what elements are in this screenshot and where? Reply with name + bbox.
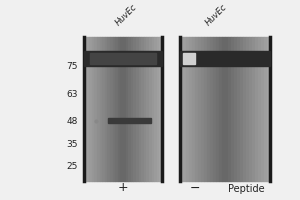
Bar xyxy=(240,37,243,181)
Bar xyxy=(264,37,267,181)
Bar xyxy=(243,37,246,181)
Bar xyxy=(139,37,141,181)
Bar xyxy=(183,53,195,64)
Text: HuvEc: HuvEc xyxy=(113,2,139,27)
Bar xyxy=(157,37,159,181)
Bar xyxy=(201,37,204,181)
Bar xyxy=(261,37,264,181)
Bar xyxy=(204,37,207,181)
Bar xyxy=(255,37,258,181)
Bar xyxy=(231,37,234,181)
Bar xyxy=(219,37,222,181)
Bar xyxy=(118,37,120,181)
Text: +: + xyxy=(118,181,128,194)
Bar xyxy=(123,37,126,181)
Bar xyxy=(249,37,252,181)
Bar xyxy=(210,37,213,181)
Bar xyxy=(159,37,162,181)
Bar xyxy=(146,37,149,181)
Bar xyxy=(192,37,195,181)
Bar xyxy=(94,37,97,181)
Text: −: − xyxy=(190,181,200,194)
Bar xyxy=(225,37,228,181)
Bar xyxy=(131,37,134,181)
Bar xyxy=(267,37,270,181)
Bar xyxy=(222,37,225,181)
Bar xyxy=(87,37,89,181)
Bar xyxy=(84,51,162,66)
Bar xyxy=(195,37,198,181)
Bar xyxy=(252,37,255,181)
Bar xyxy=(237,37,240,181)
Bar xyxy=(92,37,94,181)
Text: 75: 75 xyxy=(67,62,78,71)
Bar xyxy=(198,37,201,181)
Bar xyxy=(84,37,87,181)
Text: Peptide: Peptide xyxy=(228,184,265,194)
Bar xyxy=(180,37,183,181)
Bar xyxy=(100,37,102,181)
Text: 48: 48 xyxy=(67,117,78,126)
Bar xyxy=(90,53,156,64)
Bar xyxy=(154,37,157,181)
Bar xyxy=(189,37,192,181)
Bar xyxy=(141,37,144,181)
Text: 35: 35 xyxy=(67,140,78,149)
Bar xyxy=(180,51,270,66)
Bar xyxy=(183,37,186,181)
Bar xyxy=(246,37,249,181)
Text: HuvEc: HuvEc xyxy=(203,2,229,27)
Bar xyxy=(152,37,154,181)
Bar xyxy=(149,37,152,181)
Bar xyxy=(136,37,139,181)
Bar xyxy=(144,37,146,181)
Bar xyxy=(108,118,151,123)
Bar xyxy=(107,37,110,181)
Bar xyxy=(97,37,100,181)
Bar xyxy=(102,37,105,181)
Bar xyxy=(234,37,237,181)
Bar xyxy=(120,37,123,181)
Bar xyxy=(213,37,216,181)
Bar xyxy=(110,37,112,181)
Bar xyxy=(258,37,261,181)
Bar xyxy=(105,37,107,181)
Bar xyxy=(134,37,136,181)
Bar xyxy=(228,37,231,181)
Bar xyxy=(126,37,128,181)
Text: 25: 25 xyxy=(67,162,78,171)
Bar xyxy=(128,37,131,181)
Bar xyxy=(115,37,118,181)
Bar xyxy=(112,37,115,181)
Bar xyxy=(186,37,189,181)
Bar xyxy=(216,37,219,181)
Bar xyxy=(207,37,210,181)
Text: 63: 63 xyxy=(67,90,78,99)
Bar xyxy=(89,37,92,181)
